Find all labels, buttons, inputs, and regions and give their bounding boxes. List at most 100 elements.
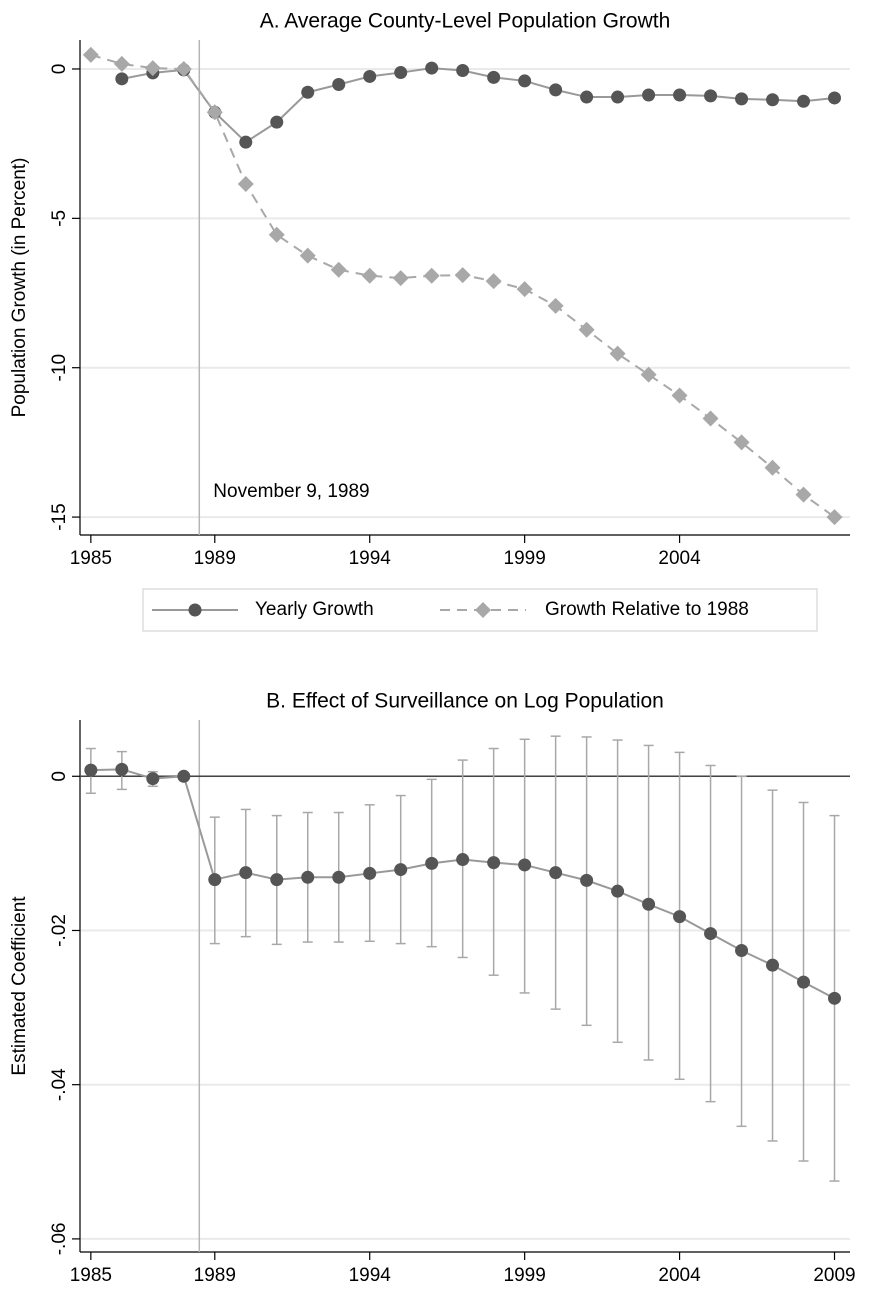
data-point [826,509,843,526]
data-point [795,486,812,503]
legend-label: Yearly Growth [255,599,374,620]
data-point [549,83,563,97]
y-tick-label: -.04 [49,1068,70,1101]
data-point [797,975,811,989]
data-point [425,61,439,75]
data-point [363,69,377,83]
series-line [90,53,836,518]
data-point [797,94,811,108]
data-point [392,270,409,287]
data-point [766,958,780,972]
data-point [642,897,656,911]
data-point [580,873,594,887]
data-point [485,273,502,290]
y-tick-label: -5 [49,210,70,227]
data-point [239,135,253,149]
data-point [549,866,563,880]
data-point [146,772,160,786]
data-point [175,60,192,77]
data-point [82,46,99,63]
data-point [516,281,533,298]
annotation: November 9, 1989 [213,481,369,502]
y-tick-label: 0 [49,771,70,782]
data-point [735,92,749,106]
data-point [640,366,657,383]
data-point [735,944,749,958]
data-point [580,90,594,104]
data-point [454,267,471,284]
data-point [301,85,315,99]
data-point [702,410,719,427]
data-point [518,74,532,88]
chart-title: B. Effect of Surveillance on Log Populat… [266,690,664,713]
data-point [764,459,781,476]
data-point [704,89,718,103]
x-tick-label: 1989 [194,1265,236,1286]
data-point [425,856,439,870]
data-point [301,870,315,884]
data-point [363,866,377,880]
data-point [642,88,656,102]
legend-marker [475,602,491,618]
x-tick-label: 1985 [70,1265,112,1286]
y-tick-label: -.02 [49,914,70,947]
x-tick-label: 1994 [349,548,392,569]
x-tick-label: 1994 [349,1265,392,1286]
x-tick-label: 2009 [813,1265,855,1286]
x-tick-label: 2004 [658,548,701,569]
x-tick-label: 1999 [504,548,546,569]
data-point [332,870,346,884]
data-point [299,247,316,264]
y-axis-title: Population Growth (in Percent) [9,158,30,418]
data-point [487,856,501,870]
data-point [270,873,284,887]
data-point [673,88,687,102]
data-point [828,91,842,105]
data-point [113,55,130,72]
data-point [332,78,346,92]
data-point [671,387,688,404]
data-point [456,853,470,867]
data-point [547,297,564,314]
data-point [177,769,191,783]
data-point [609,345,626,362]
y-axis-title: Estimated Coefficient [9,896,30,1076]
data-point [704,927,718,941]
y-tick-label: -15 [49,503,70,530]
data-point [330,261,347,278]
x-tick-label: 1999 [504,1265,546,1286]
data-point [144,60,161,77]
data-point [115,72,129,86]
data-point [733,434,750,451]
data-point [578,321,595,338]
data-point [239,866,253,880]
data-point [611,884,625,898]
data-point [84,763,98,777]
x-tick-label: 1985 [70,548,112,569]
data-point [673,910,687,924]
data-point [237,175,254,192]
y-tick-label: -10 [49,354,70,381]
data-point [270,115,284,129]
data-point [456,63,470,77]
data-point [487,70,501,84]
data-point [828,991,842,1005]
data-point [208,873,222,887]
data-point [361,267,378,284]
data-point [611,90,625,104]
x-tick-label: 2004 [658,1265,701,1286]
y-tick-label: 0 [49,64,70,75]
x-tick-label: 1989 [194,548,236,569]
data-point [518,858,532,872]
data-point [394,66,408,80]
chart-title: A. Average County-Level Population Growt… [260,10,671,33]
data-point [394,863,408,877]
series-line [121,67,835,144]
data-point [268,226,285,243]
data-point [423,267,440,284]
legend-marker [188,603,202,617]
legend-label: Growth Relative to 1988 [545,599,749,620]
data-point [115,762,129,776]
y-tick-label: -.06 [49,1223,70,1256]
